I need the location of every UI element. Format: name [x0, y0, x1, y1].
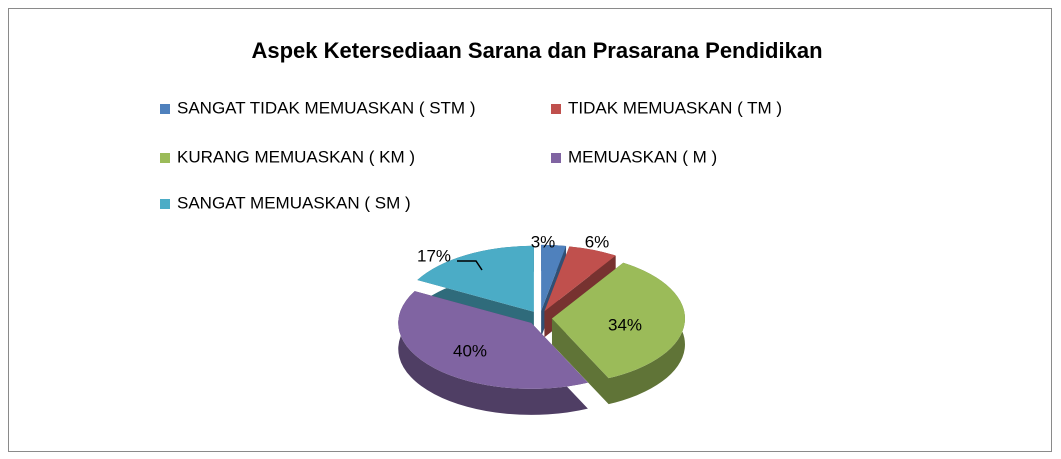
legend-swatch: [160, 153, 170, 163]
pie-slice: [544, 246, 616, 312]
pie-slice: [541, 244, 567, 311]
legend-swatch: [160, 199, 170, 209]
data-label: 3%: [531, 232, 556, 251]
legend-label: TIDAK MEMUASKAN ( TM ): [568, 98, 782, 117]
pie-slice: [551, 262, 685, 379]
legend-swatch: [551, 153, 561, 163]
legend-swatch: [160, 104, 170, 114]
legend-label: SANGAT TIDAK MEMUASKAN ( STM ): [177, 98, 475, 117]
pie-slice: [417, 245, 534, 312]
data-label: 17%: [417, 246, 451, 265]
leader-line: [457, 260, 483, 271]
pie-slice: [398, 291, 588, 389]
data-label: 34%: [608, 315, 642, 334]
legend-swatch: [551, 104, 561, 114]
data-label: 6%: [585, 232, 610, 251]
legend-label: SANGAT MEMUASKAN ( SM ): [177, 193, 411, 212]
chart-title: Aspek Ketersediaan Sarana dan Prasarana …: [251, 38, 822, 63]
data-label: 40%: [453, 341, 487, 360]
legend-label: MEMUASKAN ( M ): [568, 147, 717, 166]
legend-label: KURANG MEMUASKAN ( KM ): [177, 147, 415, 166]
